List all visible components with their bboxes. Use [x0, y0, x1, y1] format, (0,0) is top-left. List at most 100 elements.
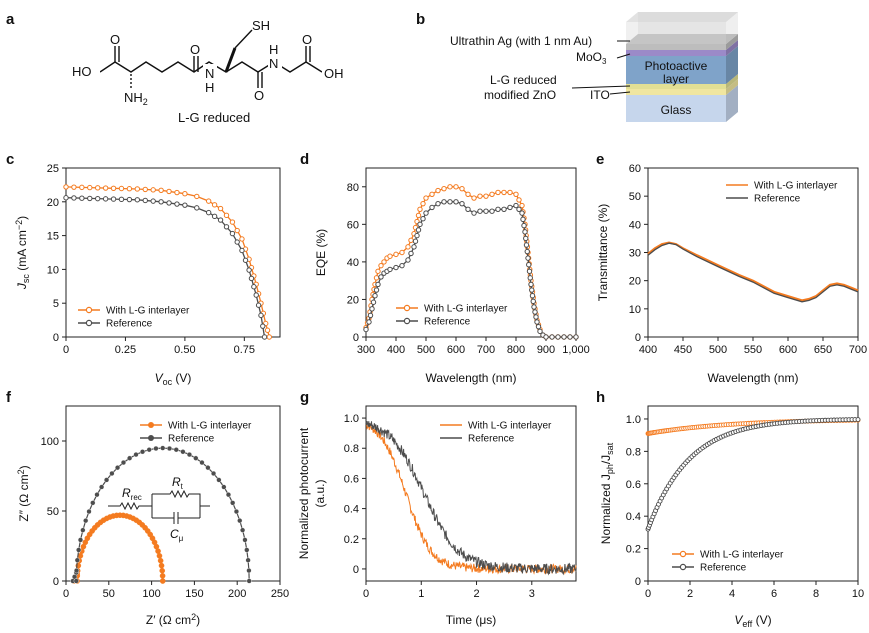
data-point-d-1	[555, 334, 561, 340]
device-stack	[571, 12, 738, 122]
atom-sh: SH	[252, 18, 270, 33]
data-point-d-0	[393, 251, 399, 258]
x-axis-label-h: Veff (V)	[734, 613, 771, 629]
data-point-d-0	[405, 244, 411, 250]
x-tick-label-e: 550	[744, 344, 762, 356]
data-point-f-1	[166, 445, 173, 452]
circuit-cmu-label: Cμ	[170, 527, 184, 543]
equivalent-circuit	[108, 489, 210, 524]
y-axis-label-d: EQE (%)	[314, 229, 328, 276]
data-point-c-1	[211, 213, 218, 220]
data-point-d-1	[408, 250, 414, 257]
data-point-f-1	[94, 492, 100, 498]
data-point-c-0	[63, 184, 69, 190]
data-point-c-1	[102, 196, 109, 202]
fit-line-f-0	[73, 514, 164, 582]
x-tick-label-h: 10	[852, 588, 864, 600]
data-point-d-1	[519, 210, 525, 216]
legend-label-d-1: Reference	[424, 317, 471, 328]
x-tick-label-g: 0	[363, 588, 369, 600]
y-tick-label-e: 30	[629, 248, 641, 260]
data-point-c-1	[223, 224, 230, 230]
molecule-structure	[99, 29, 323, 90]
data-point-c-1	[234, 239, 240, 245]
y-axis-label-e: Transmittance (%)	[596, 204, 610, 302]
data-point-d-1	[567, 334, 573, 340]
data-point-f-1	[242, 537, 248, 543]
x-tick-label-d: 800	[507, 344, 525, 356]
legend-marker-f-1	[148, 435, 154, 441]
data-point-c-0	[266, 334, 272, 340]
y-tick-label-f: 0	[53, 576, 59, 588]
data-point-f-1	[210, 470, 217, 477]
x-tick-label-d: 400	[387, 344, 405, 356]
data-point-d-1	[483, 208, 489, 214]
data-point-f-1	[103, 477, 110, 483]
data-point-c-1	[87, 195, 93, 202]
y-tick-label-g: 0.2	[344, 534, 359, 546]
x-tick-label-f: 150	[185, 588, 203, 600]
data-point-d-1	[378, 274, 384, 280]
plot-frame-g	[365, 405, 577, 582]
label-ito: ITO	[590, 88, 610, 102]
x-tick-label-g: 2	[473, 588, 479, 600]
legend-marker-h-1	[679, 563, 687, 571]
mask-n-right	[268, 56, 282, 70]
layer-zno-front	[626, 84, 726, 89]
y-tick-label-g: 0.8	[344, 443, 359, 455]
data-point-c-0	[194, 193, 200, 200]
data-point-c-1	[246, 267, 252, 273]
x-tick-label-e: 650	[814, 344, 832, 356]
data-point-d-1	[521, 222, 527, 229]
data-point-f-1	[216, 477, 222, 483]
data-point-d-0	[423, 195, 429, 201]
x-tick-label-f: 250	[271, 588, 289, 600]
data-point-f-1	[221, 484, 227, 490]
resistor-rrec	[108, 501, 152, 511]
data-point-d-1	[399, 262, 405, 269]
layer-ito-front	[626, 89, 726, 95]
circuit-rrec-label: Rrec	[122, 486, 142, 502]
data-point-f-1	[98, 484, 105, 490]
data-point-f-1	[120, 459, 127, 466]
data-point-f-0	[159, 567, 166, 574]
data-point-d-1	[435, 200, 441, 207]
data-point-d-1	[501, 206, 507, 213]
data-point-c-0	[174, 189, 180, 196]
y-tick-label-h: 0.4	[626, 511, 641, 523]
data-point-d-0	[453, 184, 459, 190]
molecule-backbone	[99, 61, 323, 73]
data-point-f-1	[139, 449, 146, 455]
data-point-d-1	[372, 292, 378, 299]
data-point-c-0	[95, 185, 101, 191]
legend-marker-d-0	[403, 304, 411, 312]
layer-ag-side	[726, 34, 738, 50]
data-point-d-1	[513, 202, 519, 209]
data-point-d-1	[526, 268, 533, 274]
data-point-f-1	[173, 447, 179, 453]
data-point-d-1	[522, 229, 528, 235]
data-point-c-0	[229, 219, 236, 225]
label-zno-1: L-G reduced	[490, 73, 557, 87]
data-point-c-0	[211, 202, 218, 208]
data-point-d-1	[537, 328, 543, 335]
y-tick-label-e: 50	[629, 191, 641, 203]
data-point-d-1	[534, 319, 540, 325]
chart-c-jv: 0 0.25 0.50 0.75 0 5 10 15 20 25 With L-G interlay…	[14, 163, 281, 387]
legend-marker-c-1	[85, 319, 93, 327]
panel-label-g: g	[300, 389, 309, 406]
data-point-d-1	[561, 334, 567, 340]
x-tick-label-g: 1	[418, 588, 424, 600]
data-point-d-1	[523, 242, 530, 248]
legend-label-e-0: With L-G interlayer	[754, 181, 838, 192]
y-tick-label-g: 0	[353, 564, 359, 576]
data-point-c-1	[251, 284, 257, 290]
data-point-d-0	[447, 184, 453, 190]
data-point-d-0	[387, 253, 393, 259]
data-point-f-1	[114, 465, 121, 471]
y-tick-label-d: 80	[347, 182, 359, 194]
y-tick-label-h: 0.8	[626, 446, 641, 458]
mask-oh	[322, 64, 348, 80]
x-tick-label-c: 0.25	[115, 344, 136, 356]
